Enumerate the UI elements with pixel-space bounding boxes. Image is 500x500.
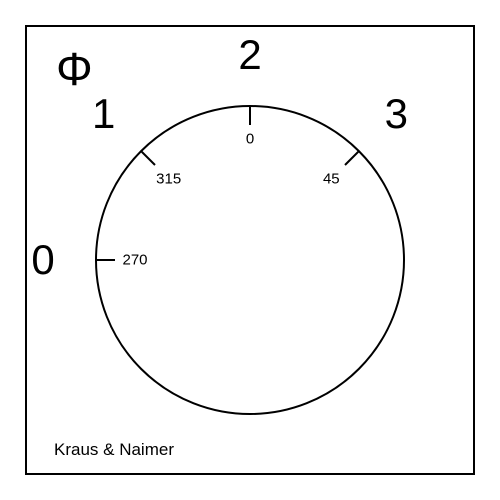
switch-plate: Φ 270 0 315 1 0 2 45 3 Kraus & Naimer — [0, 0, 500, 500]
position-label: 0 — [31, 236, 54, 284]
degree-label: 0 — [246, 131, 254, 148]
dial-tick — [95, 259, 115, 261]
dial-tick — [249, 105, 251, 125]
position-label: 3 — [385, 90, 408, 138]
degree-label: 45 — [323, 170, 340, 187]
position-label: 1 — [92, 90, 115, 138]
phi-symbol: Φ — [56, 42, 93, 96]
degree-label: 315 — [156, 170, 181, 187]
degree-label: 270 — [122, 252, 147, 269]
brand-label: Kraus & Naimer — [54, 440, 174, 460]
position-label: 2 — [238, 31, 261, 79]
